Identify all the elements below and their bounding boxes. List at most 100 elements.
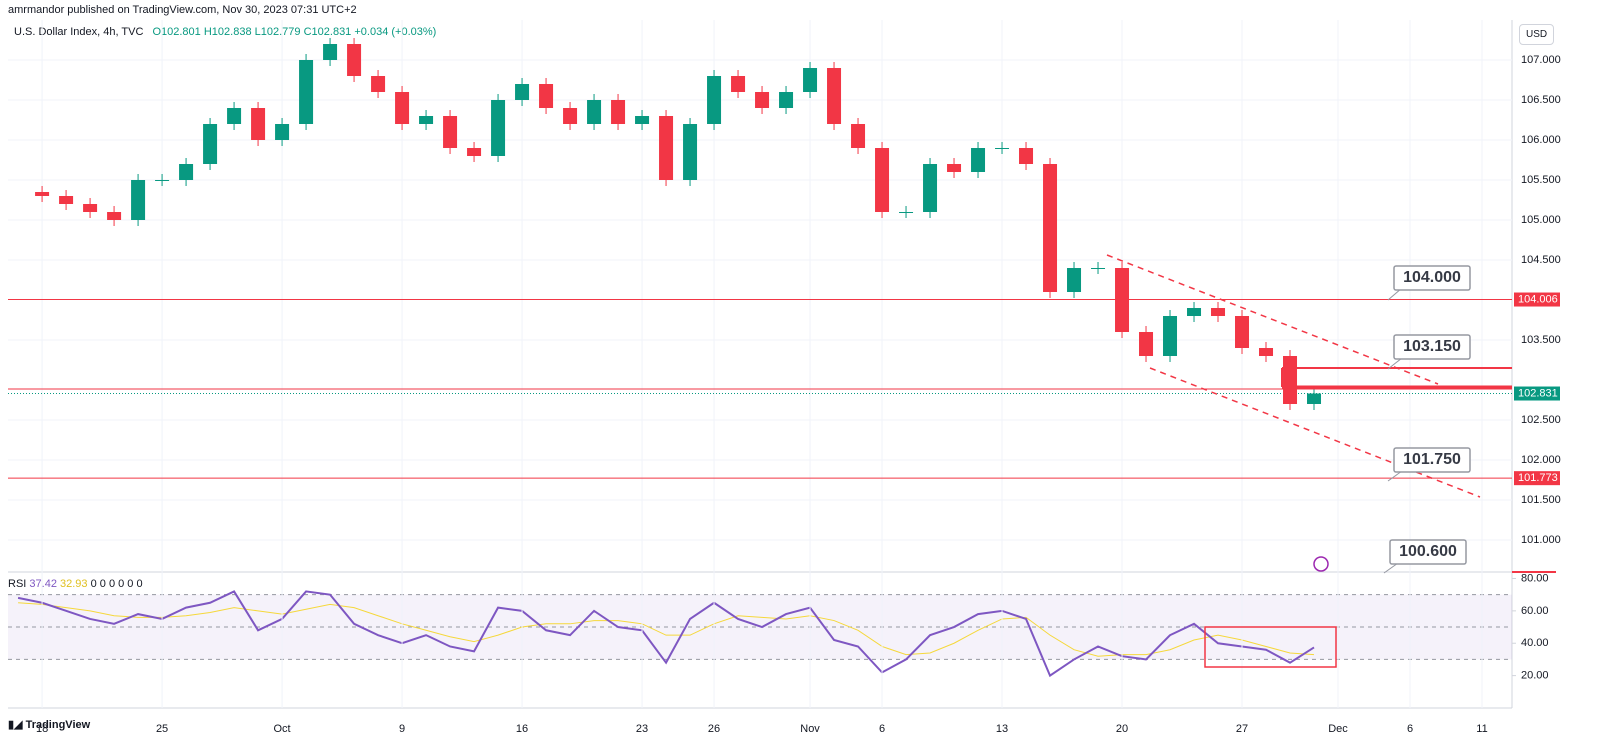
y-tick-label: 103.500	[1521, 334, 1561, 346]
candle	[1019, 148, 1034, 164]
candle	[347, 44, 362, 76]
rsi-tick-label: 20.00	[1521, 670, 1549, 682]
rsi-highlight-box	[1204, 626, 1337, 668]
candle	[155, 180, 170, 181]
candle	[1091, 268, 1106, 269]
rsi-line	[17, 590, 1315, 678]
candle	[539, 84, 554, 108]
rsi-tick-label: 80.00	[1521, 572, 1549, 584]
x-tick-label: 25	[156, 723, 168, 735]
y-tick-label: 101.000	[1521, 534, 1561, 546]
ohlc-close: C102.831	[303, 26, 352, 38]
channel-upper	[1106, 254, 1439, 385]
candle	[467, 148, 482, 156]
annotation: 104.000	[1387, 265, 1471, 301]
candle	[1259, 348, 1274, 356]
price-label: 102.831	[1518, 387, 1558, 399]
y-tick-label: 107.000	[1521, 54, 1561, 66]
x-tick-label: 23	[636, 723, 648, 735]
candle	[515, 84, 530, 100]
candle	[491, 100, 506, 156]
candle	[443, 116, 458, 148]
candle	[1163, 316, 1178, 356]
annotation-text: 101.750	[1403, 451, 1461, 468]
annotation: 103.150	[1387, 334, 1471, 370]
y-tick-label: 106.500	[1521, 94, 1561, 106]
ohlc-high: H102.838	[203, 26, 252, 38]
y-tick-label: 101.500	[1521, 494, 1561, 506]
rsi-legend: RSI 37.42 32.93 0 0 0 0 0 0	[8, 578, 143, 590]
rsi-title: RSI	[8, 578, 27, 590]
rsi-value: 37.42	[29, 578, 57, 590]
candle	[203, 124, 218, 164]
candle	[947, 164, 962, 172]
candle	[107, 212, 122, 220]
candle	[923, 164, 938, 212]
annotation: 100.600	[1383, 539, 1467, 574]
y-tick-label: 105.500	[1521, 174, 1561, 186]
x-tick-label: 26	[708, 723, 720, 735]
rsi-ma-line	[18, 602, 1315, 657]
symbol-line: U.S. Dollar Index, 4h, TVC O102.801 H102…	[14, 26, 436, 38]
price-label: 104.006	[1518, 293, 1558, 305]
y-tick-label: 105.000	[1521, 214, 1561, 226]
event-icon[interactable]	[1313, 556, 1329, 572]
candle	[707, 76, 722, 124]
candle	[563, 108, 578, 124]
grid-layer: 101.000 101.500 102.000 102.500 103.500 104.5…	[8, 20, 1561, 735]
candle	[1187, 308, 1202, 316]
candle	[779, 92, 794, 108]
candle	[1139, 332, 1154, 356]
x-tick-label: 6	[879, 723, 885, 735]
x-tick-label: 13	[996, 723, 1008, 735]
x-tick-label: 18	[36, 723, 48, 735]
published-note: amrmandor published on TradingView.com, …	[8, 4, 357, 16]
candle	[323, 44, 338, 60]
brand: ▮◢ TradingView	[8, 719, 91, 731]
candle	[611, 100, 626, 124]
rsi-tick-label: 60.00	[1521, 605, 1549, 617]
x-tick-label: 11	[1476, 723, 1487, 735]
x-tick-label: 27	[1236, 723, 1248, 735]
candle	[1043, 164, 1058, 292]
candle	[1283, 356, 1298, 404]
candle	[59, 196, 74, 204]
x-tick-label: 20	[1116, 723, 1128, 735]
candle	[419, 116, 434, 124]
annotation-text: 104.000	[1403, 269, 1461, 286]
candle	[251, 108, 266, 140]
y-tick-label: 102.500	[1521, 414, 1561, 426]
candle	[755, 92, 770, 108]
brand-name: TradingView	[25, 719, 91, 731]
candle	[995, 148, 1010, 149]
price-label-bg	[1514, 471, 1560, 486]
candle	[83, 204, 98, 212]
price-label: 101.773	[1518, 472, 1558, 484]
candle	[827, 68, 842, 124]
rsi-tick-label: 40.00	[1521, 637, 1549, 649]
x-tick-label: Nov	[800, 723, 820, 735]
ohlc-open: O102.801	[152, 26, 201, 38]
x-tick-label: 16	[516, 723, 528, 735]
candle	[299, 60, 314, 124]
candle	[803, 68, 818, 92]
x-tick-label: Dec	[1328, 723, 1348, 735]
currency-button[interactable]: USD	[1519, 24, 1555, 45]
change: +0.034 (+0.03%)	[354, 26, 437, 38]
candle	[1211, 308, 1226, 316]
rsi-extra: 0 0 0 0 0 0	[90, 578, 143, 590]
candle	[635, 116, 650, 124]
candle	[1307, 393, 1322, 404]
x-tick-label: Oct	[274, 723, 291, 735]
candle-layer	[35, 38, 1322, 410]
candle	[131, 180, 146, 220]
annotation-text: 103.150	[1403, 338, 1461, 355]
y-tick-label: 102.000	[1521, 454, 1561, 466]
ohlc-low: L102.779	[254, 26, 301, 38]
candle	[899, 212, 914, 213]
y-tick-label: 106.000	[1521, 134, 1561, 146]
candle	[1115, 268, 1130, 332]
candle	[179, 164, 194, 180]
candle	[971, 148, 986, 172]
